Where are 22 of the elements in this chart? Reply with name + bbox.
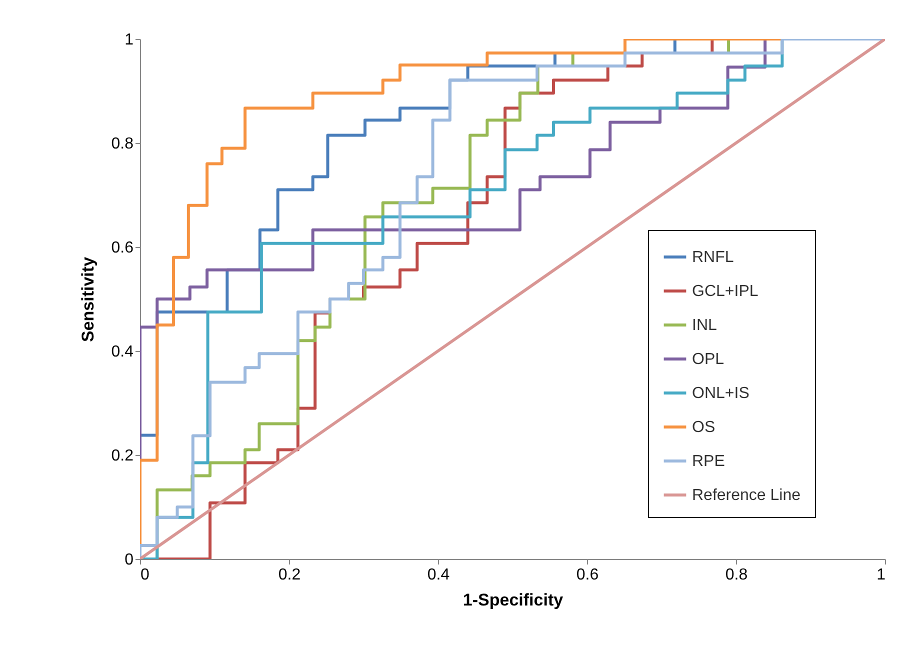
y-axis-title: Sensitivity [78,256,98,342]
y-tick-label: 0.6 [111,240,134,256]
x-axis-title: 1-Specificity [462,590,564,610]
x-tick-label: 0.6 [576,566,599,584]
x-tick-label: 1 [876,566,886,584]
legend-label: RNFL [692,249,734,266]
legend-label: GCL+IPL [692,283,758,300]
legend-label: Reference Line [692,487,801,504]
x-tick-label: 0 [140,566,150,584]
x-tick-label: 0.2 [278,566,301,584]
legend-label: OS [692,419,716,436]
y-tick-label: 1 [124,32,134,48]
x-tick-label: 0.8 [725,566,748,584]
y-tick-label: 0.2 [111,448,134,464]
legend-label: ONL+IS [692,385,750,402]
y-tick-label: 0.8 [111,136,134,152]
x-tick-label: 0.4 [427,566,450,584]
legend-label: RPE [692,453,725,470]
legend-label: OPL [692,351,724,368]
y-tick-label: 0.4 [111,344,134,360]
y-tick-label: 0 [124,552,134,568]
legend-label: INL [692,317,717,334]
